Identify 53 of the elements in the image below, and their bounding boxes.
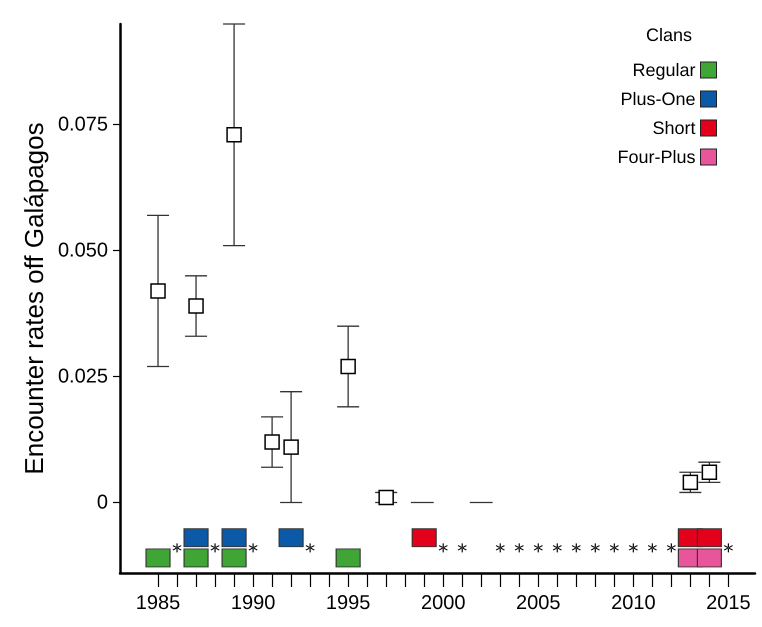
point [696, 548, 722, 568]
point [628, 543, 638, 552]
legend-label: Plus-One [620, 89, 696, 109]
point [458, 543, 467, 552]
x-tick-label: 2000 [420, 592, 466, 614]
point [184, 548, 209, 568]
point [534, 543, 543, 552]
point [146, 548, 171, 568]
point [222, 548, 247, 568]
x-tick-label: 1995 [326, 592, 370, 614]
y-tick-label: 0 [96, 491, 108, 514]
point [264, 434, 280, 450]
point [222, 528, 247, 548]
point [336, 548, 361, 568]
legend-label: Four-Plus [617, 147, 696, 167]
point [210, 543, 220, 552]
point [150, 283, 166, 299]
point [724, 543, 733, 552]
point [696, 528, 722, 548]
point [340, 358, 356, 374]
y-tick-label: 0.025 [58, 366, 108, 388]
point [306, 543, 315, 552]
y-axis-title: Encounter rates off Galápagos [19, 122, 50, 475]
point [184, 528, 209, 548]
point [248, 543, 258, 552]
point [666, 543, 676, 552]
point [172, 543, 182, 552]
y-tick-label: 0.050 [58, 240, 108, 262]
point [572, 543, 581, 552]
point [283, 439, 299, 455]
point [590, 543, 600, 552]
x-tick-label: 1985 [136, 592, 180, 614]
point [552, 543, 562, 552]
x-tick-label: 2015 [706, 592, 751, 614]
point [514, 543, 524, 552]
point [702, 464, 718, 480]
point [648, 543, 657, 552]
x-tick-label: 2010 [611, 592, 656, 614]
legend-title: Clans [646, 25, 692, 45]
point [378, 490, 394, 506]
legend-label: Regular [632, 60, 696, 80]
y-tick-label: 0.075 [58, 114, 108, 136]
point [412, 528, 437, 548]
point [438, 543, 448, 552]
point [226, 127, 242, 143]
point [188, 298, 204, 314]
point [610, 543, 619, 552]
point [682, 474, 698, 490]
x-tick-label: 2005 [516, 592, 561, 614]
point [496, 543, 505, 552]
point [278, 528, 304, 548]
x-tick-label: 1990 [230, 592, 276, 614]
legend-label: Short [652, 118, 696, 138]
